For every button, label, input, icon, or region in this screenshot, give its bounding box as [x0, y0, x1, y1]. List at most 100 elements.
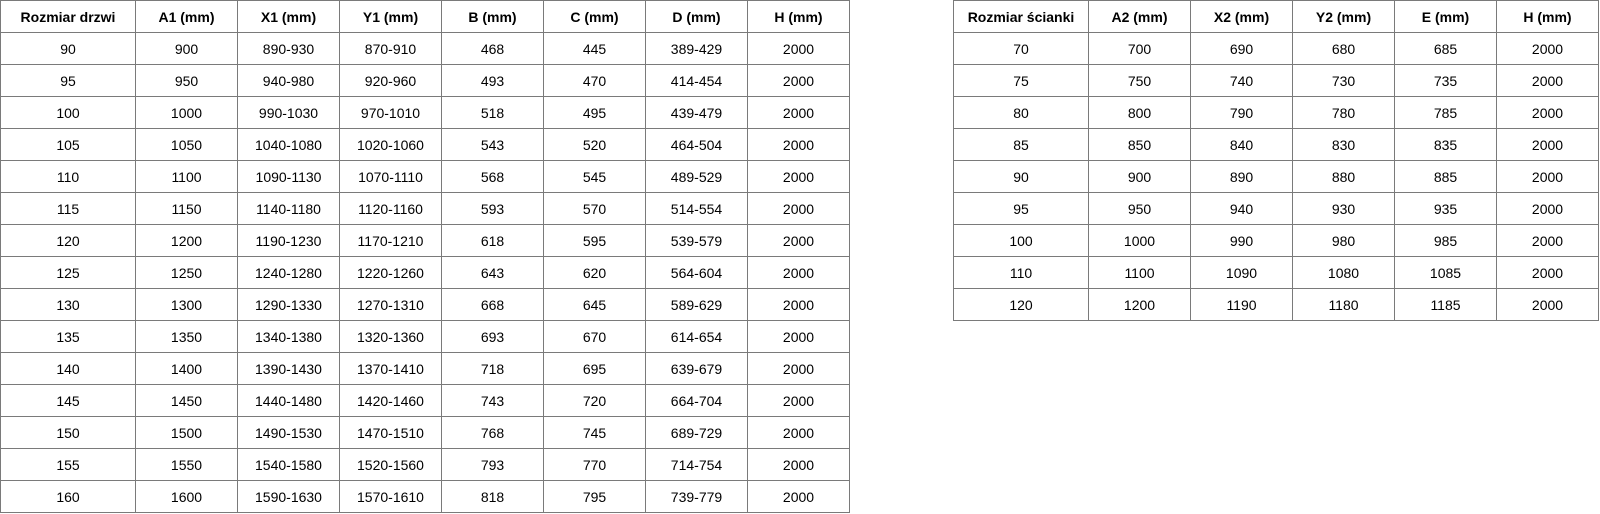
- table-cell: 1540-1580: [237, 448, 340, 481]
- table-cell: 145: [0, 384, 136, 417]
- table-cell: 639-679: [645, 352, 748, 385]
- column-header: X2 (mm): [1190, 0, 1293, 33]
- table-row: 95 950 940-980 920-960 493 470 414-454 2000: [0, 64, 850, 97]
- table-cell: 643: [441, 256, 544, 289]
- table-cell: 1250: [135, 256, 238, 289]
- door-size-table: Rozmiar drzwi A1 (mm) X1 (mm) Y1 (mm) B (mm)…: [0, 0, 850, 513]
- table-cell: 680: [1292, 32, 1395, 65]
- table-cell: 539-579: [645, 224, 748, 257]
- column-header: X1 (mm): [237, 0, 340, 33]
- table-cell: 1040-1080: [237, 128, 340, 161]
- table-cell: 489-529: [645, 160, 748, 193]
- table-cell: 1490-1530: [237, 416, 340, 449]
- table-cell: 593: [441, 192, 544, 225]
- table-cell: 2000: [747, 352, 850, 385]
- table-cell: 160: [0, 480, 136, 513]
- table-cell: 645: [543, 288, 646, 321]
- table-cell: 685: [1394, 32, 1497, 65]
- table-cell: 1390-1430: [237, 352, 340, 385]
- table-cell: 714-754: [645, 448, 748, 481]
- table-cell: 2000: [1496, 96, 1599, 129]
- table-cell: 95: [0, 64, 136, 97]
- table-cell: 2000: [747, 96, 850, 129]
- table-cell: 664-704: [645, 384, 748, 417]
- table-cell: 2000: [1496, 32, 1599, 65]
- table-cell: 793: [441, 448, 544, 481]
- table-cell: 835: [1394, 128, 1497, 161]
- table-cell: 2000: [747, 448, 850, 481]
- table-cell: 850: [1088, 128, 1191, 161]
- table-cell: 1240-1280: [237, 256, 340, 289]
- table-cell: 514-554: [645, 192, 748, 225]
- table-cell: 1520-1560: [339, 448, 442, 481]
- table-cell: 70: [953, 32, 1089, 65]
- column-header: Y2 (mm): [1292, 0, 1395, 33]
- table-cell: 110: [0, 160, 136, 193]
- table-row: 100 1000 990-1030 970-1010 518 495 439-479 2000: [0, 96, 850, 129]
- table-cell: 1220-1260: [339, 256, 442, 289]
- table-cell: 900: [135, 32, 238, 65]
- column-header: E (mm): [1394, 0, 1497, 33]
- table-cell: 570: [543, 192, 646, 225]
- table-cell: 1100: [135, 160, 238, 193]
- table-row: 75 750 740 730 735 2000: [953, 64, 1599, 97]
- header-row: Rozmiar drzwi A1 (mm) X1 (mm) Y1 (mm) B (mm)…: [0, 0, 850, 33]
- table-cell: 985: [1394, 224, 1497, 257]
- table-cell: 800: [1088, 96, 1191, 129]
- table-cell: 690: [1190, 32, 1293, 65]
- table-cell: 739-779: [645, 480, 748, 513]
- table-cell: 1320-1360: [339, 320, 442, 353]
- table-cell: 1190: [1190, 288, 1293, 321]
- table-row: 120 1200 1190 1180 1185 2000: [953, 288, 1599, 321]
- table-cell: 155: [0, 448, 136, 481]
- table-cell: 818: [441, 480, 544, 513]
- table-cell: 1000: [135, 96, 238, 129]
- table-cell: 1550: [135, 448, 238, 481]
- table-cell: 2000: [747, 416, 850, 449]
- table-row: 110 1100 1090-1130 1070-1110 568 545 489-529 20…: [0, 160, 850, 193]
- table-cell: 439-479: [645, 96, 748, 129]
- table-cell: 870-910: [339, 32, 442, 65]
- table-cell: 620: [543, 256, 646, 289]
- table-cell: 700: [1088, 32, 1191, 65]
- table-cell: 614-654: [645, 320, 748, 353]
- table-cell: 90: [0, 32, 136, 65]
- table-cell: 493: [441, 64, 544, 97]
- table-row: 85 850 840 830 835 2000: [953, 128, 1599, 161]
- table-cell: 100: [0, 96, 136, 129]
- header-row: Rozmiar ścianki A2 (mm) X2 (mm) Y2 (mm) E (m…: [953, 0, 1599, 33]
- table-row: 120 1200 1190-1230 1170-1210 618 595 539-579 20…: [0, 224, 850, 257]
- table-row: 80 800 790 780 785 2000: [953, 96, 1599, 129]
- table-cell: 730: [1292, 64, 1395, 97]
- table-cell: 80: [953, 96, 1089, 129]
- table-cell: 150: [0, 416, 136, 449]
- table-row: 150 1500 1490-1530 1470-1510 768 745 689-729 20…: [0, 416, 850, 449]
- table-cell: 1400: [135, 352, 238, 385]
- column-header: A2 (mm): [1088, 0, 1191, 33]
- table-cell: 750: [1088, 64, 1191, 97]
- table-cell: 120: [0, 224, 136, 257]
- table-row: 70 700 690 680 685 2000: [953, 32, 1599, 65]
- table-row: 140 1400 1390-1430 1370-1410 718 695 639-679 20…: [0, 352, 850, 385]
- table-cell: 470: [543, 64, 646, 97]
- table-cell: 2000: [747, 320, 850, 353]
- table-row: 95 950 940 930 935 2000: [953, 192, 1599, 225]
- table-cell: 885: [1394, 160, 1497, 193]
- table-cell: 543: [441, 128, 544, 161]
- table-row: 100 1000 990 980 985 2000: [953, 224, 1599, 257]
- table-cell: 1080: [1292, 256, 1395, 289]
- table-cell: 693: [441, 320, 544, 353]
- table-cell: 1050: [135, 128, 238, 161]
- table-row: 105 1050 1040-1080 1020-1060 543 520 464-504 20…: [0, 128, 850, 161]
- table-cell: 1590-1630: [237, 480, 340, 513]
- column-header: Rozmiar ścianki: [953, 0, 1089, 33]
- table-cell: 670: [543, 320, 646, 353]
- table-cell: 414-454: [645, 64, 748, 97]
- table-cell: 1120-1160: [339, 192, 442, 225]
- table-cell: 618: [441, 224, 544, 257]
- table-cell: 1500: [135, 416, 238, 449]
- table-cell: 1440-1480: [237, 384, 340, 417]
- table-cell: 1170-1210: [339, 224, 442, 257]
- column-header: H (mm): [747, 0, 850, 33]
- table-cell: 795: [543, 480, 646, 513]
